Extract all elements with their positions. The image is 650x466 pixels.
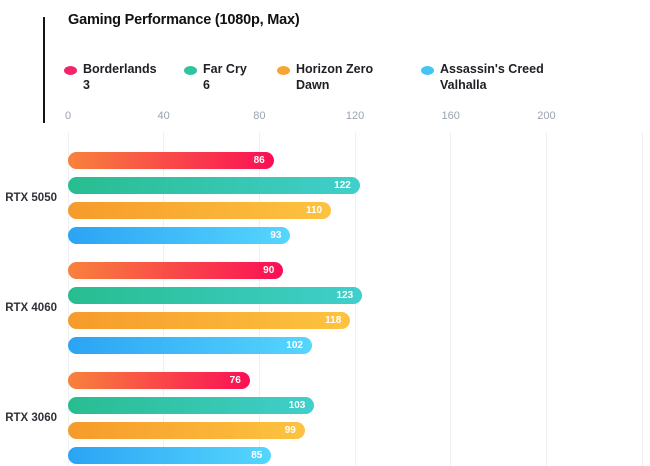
category-labels: RTX 5050 RTX 4060 RTX 3060 xyxy=(0,0,57,466)
bar-far-cry-6: 103 xyxy=(68,397,315,414)
bar-horizon-zero-dawn: 118 xyxy=(68,312,351,329)
bar-borderlands-3: 76 xyxy=(68,372,250,389)
bar-row: 103 xyxy=(68,397,650,414)
bar-value-label: 118 xyxy=(325,315,342,326)
x-axis-tick: 80 xyxy=(253,110,266,122)
bar-value-label: 85 xyxy=(251,450,263,461)
bar-row: 85 xyxy=(68,447,650,464)
bar-value-label: 76 xyxy=(229,375,241,386)
bar-value-label: 90 xyxy=(263,265,275,276)
bar-group-rtx-3060: 76 103 99 85 xyxy=(68,372,650,464)
legend-item-2[interactable]: Far Cry 6 xyxy=(184,61,247,93)
x-axis-tick: 120 xyxy=(345,110,365,122)
bar-row: 86 xyxy=(68,152,650,169)
legend-label: Assassin's Creed Valhalla xyxy=(440,62,544,92)
gridline xyxy=(545,132,547,466)
legend-label: Horizon Zero Dawn xyxy=(296,62,374,92)
gridline xyxy=(641,132,643,466)
legend: Borderlands 3 Far Cry 6 Horizon Zero Dawn A… xyxy=(0,61,650,97)
gridline xyxy=(450,132,452,466)
bar-value-label: 110 xyxy=(305,205,323,216)
bar-value-label: 102 xyxy=(286,340,303,351)
legend-item-1[interactable]: Borderlands 3 xyxy=(64,61,157,93)
category-label-rtx-4060: RTX 4060 xyxy=(5,302,57,314)
bar-value-label: 123 xyxy=(336,290,354,301)
legend-dot-icon xyxy=(421,66,434,75)
bar-row: 102 xyxy=(68,337,650,354)
bar-row: 122 xyxy=(68,177,650,194)
plot-area: 86 122 110 93 90 123 118 102 76 103 99 85 xyxy=(67,132,650,466)
category-label-rtx-3060: RTX 3060 xyxy=(5,412,57,424)
bar-row: 99 xyxy=(68,422,650,439)
legend-label: Borderlands 3 xyxy=(83,62,157,92)
bar-horizon-zero-dawn: 99 xyxy=(68,422,305,439)
bar-row: 123 xyxy=(68,287,650,304)
title-accent-bar xyxy=(43,17,45,123)
bar-groups: 86 122 110 93 90 123 118 102 76 103 99 85 xyxy=(68,132,650,464)
x-axis-tick: 0 xyxy=(64,110,72,122)
legend-dot-icon xyxy=(64,66,77,75)
chart-title: Gaming Performance (1080p, Max) xyxy=(68,12,300,28)
bar-row: 90 xyxy=(68,262,650,279)
bar-value-label: 93 xyxy=(270,230,282,241)
x-axis-tick: 160 xyxy=(441,110,460,122)
bar-value-label: 86 xyxy=(253,155,265,166)
bar-far-cry-6: 122 xyxy=(68,177,360,194)
bar-assassin-s-creed-valhalla: 85 xyxy=(68,447,272,464)
legend-item-4[interactable]: Assassin's Creed Valhalla xyxy=(421,61,544,93)
bar-borderlands-3: 86 xyxy=(68,152,274,169)
legend-dot-icon xyxy=(277,66,290,75)
bar-row: 118 xyxy=(68,312,650,329)
x-axis: 0 40 80 120 160 200 xyxy=(0,110,650,124)
bar-assassin-s-creed-valhalla: 93 xyxy=(68,227,291,244)
bar-value-label: 103 xyxy=(288,400,306,411)
legend-label: Far Cry 6 xyxy=(203,62,247,92)
bar-group-rtx-5050: 86 122 110 93 xyxy=(68,152,650,244)
bar-borderlands-3: 90 xyxy=(68,262,284,279)
x-axis-tick: 200 xyxy=(537,110,556,122)
bar-assassin-s-creed-valhalla: 102 xyxy=(68,337,312,354)
bar-value-label: 122 xyxy=(334,180,351,191)
legend-dot-icon xyxy=(184,66,197,75)
category-label-rtx-5050: RTX 5050 xyxy=(5,192,57,204)
bar-group-rtx-4060: 90 123 118 102 xyxy=(68,262,650,354)
bar-value-label: 99 xyxy=(284,425,296,436)
bar-row: 110 xyxy=(68,202,650,219)
bar-horizon-zero-dawn: 110 xyxy=(68,202,332,219)
bar-row: 76 xyxy=(68,372,650,389)
legend-item-3[interactable]: Horizon Zero Dawn xyxy=(277,61,373,93)
bar-row: 93 xyxy=(68,227,650,244)
x-axis-tick: 40 xyxy=(157,110,170,122)
bar-far-cry-6: 123 xyxy=(68,287,363,304)
